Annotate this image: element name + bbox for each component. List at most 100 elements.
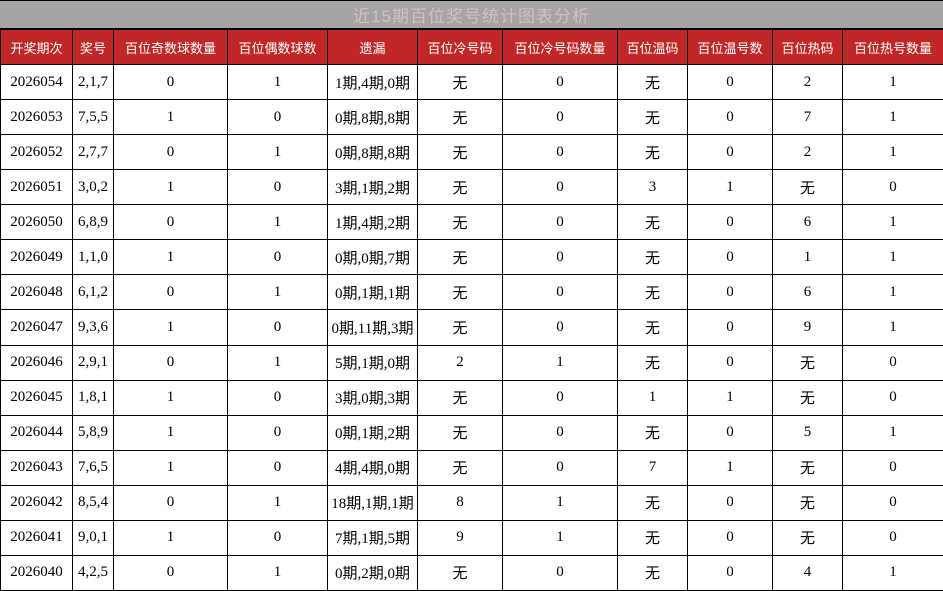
table-cell: 6,1,2 <box>73 275 114 310</box>
table-cell: 无 <box>418 380 503 415</box>
table-cell: 无 <box>618 240 688 275</box>
table-cell: 1 <box>618 380 688 415</box>
table-cell: 无 <box>618 520 688 555</box>
table-cell: 0 <box>503 170 618 205</box>
table-cell: 1 <box>843 100 943 135</box>
table-cell: 0 <box>843 485 943 520</box>
column-header: 奖号 <box>73 30 114 65</box>
table-cell: 1 <box>503 520 618 555</box>
table-cell: 0 <box>228 170 328 205</box>
table-cell: 1 <box>503 345 618 380</box>
header-row: 开奖期次奖号百位奇数球数量百位偶数球数遗漏百位冷号码百位冷号码数量百位温码百位温… <box>1 30 943 65</box>
table-cell: 1 <box>843 415 943 450</box>
table-cell: 0期,1期,1期 <box>328 275 418 310</box>
table-cell: 2026040 <box>1 555 73 590</box>
table-cell: 1,1,0 <box>73 240 114 275</box>
table-cell: 0 <box>688 310 773 345</box>
table-cell: 1 <box>773 240 843 275</box>
table-cell: 5期,1期,0期 <box>328 345 418 380</box>
table-cell: 9 <box>418 520 503 555</box>
table-cell: 无 <box>618 345 688 380</box>
table-cell: 无 <box>773 520 843 555</box>
table-header: 开奖期次奖号百位奇数球数量百位偶数球数遗漏百位冷号码百位冷号码数量百位温码百位温… <box>1 30 943 65</box>
table-cell: 0 <box>114 205 228 240</box>
column-header: 开奖期次 <box>1 30 73 65</box>
table-cell: 8,5,4 <box>73 485 114 520</box>
table-cell: 0 <box>503 135 618 170</box>
table-cell: 0 <box>843 520 943 555</box>
table-cell: 2026050 <box>1 205 73 240</box>
table-cell: 无 <box>618 555 688 590</box>
table-cell: 2026049 <box>1 240 73 275</box>
table-cell: 无 <box>773 485 843 520</box>
table-cell: 0 <box>688 485 773 520</box>
column-header: 百位冷号码数量 <box>503 30 618 65</box>
table-cell: 7 <box>773 100 843 135</box>
table-cell: 0期,11期,3期 <box>328 310 418 345</box>
table-cell: 1 <box>114 240 228 275</box>
table-cell: 0 <box>114 65 228 100</box>
table-cell: 无 <box>418 240 503 275</box>
table-cell: 2,9,1 <box>73 345 114 380</box>
table-cell: 2 <box>418 345 503 380</box>
table-cell: 1 <box>114 415 228 450</box>
table-cell: 0 <box>503 100 618 135</box>
table-cell: 0 <box>503 555 618 590</box>
table-cell: 0 <box>503 380 618 415</box>
table-cell: 2026042 <box>1 485 73 520</box>
table-cell: 7,5,5 <box>73 100 114 135</box>
table-cell: 4期,4期,0期 <box>328 450 418 485</box>
column-header: 百位温码 <box>618 30 688 65</box>
table-cell: 0 <box>503 65 618 100</box>
table-cell: 3期,0期,3期 <box>328 380 418 415</box>
table-cell: 1 <box>228 135 328 170</box>
table-cell: 1 <box>228 275 328 310</box>
table-cell: 2026052 <box>1 135 73 170</box>
table-cell: 1 <box>843 65 943 100</box>
table-cell: 9 <box>773 310 843 345</box>
table-cell: 2026048 <box>1 275 73 310</box>
table-cell: 1 <box>114 310 228 345</box>
table-cell: 无 <box>418 415 503 450</box>
table-cell: 无 <box>618 415 688 450</box>
table-cell: 0 <box>114 485 228 520</box>
table-cell: 1期,4期,0期 <box>328 65 418 100</box>
table-cell: 0 <box>503 415 618 450</box>
table-cell: 1 <box>114 100 228 135</box>
table-cell: 1 <box>843 240 943 275</box>
table-cell: 6 <box>773 275 843 310</box>
table-cell: 5,8,9 <box>73 415 114 450</box>
table-cell: 1 <box>843 555 943 590</box>
stats-table: 开奖期次奖号百位奇数球数量百位偶数球数遗漏百位冷号码百位冷号码数量百位温码百位温… <box>0 29 943 591</box>
table-cell: 8 <box>418 485 503 520</box>
table-cell: 无 <box>618 205 688 240</box>
table-cell: 3,0,2 <box>73 170 114 205</box>
table-cell: 0 <box>503 310 618 345</box>
table-cell: 无 <box>618 275 688 310</box>
table-cell: 3期,1期,2期 <box>328 170 418 205</box>
table-cell: 无 <box>418 100 503 135</box>
table-cell: 0 <box>228 240 328 275</box>
table-cell: 4 <box>773 555 843 590</box>
table-cell: 1 <box>688 450 773 485</box>
table-cell: 无 <box>773 170 843 205</box>
table-cell: 0 <box>688 135 773 170</box>
table-cell: 1 <box>503 485 618 520</box>
table-cell: 2026051 <box>1 170 73 205</box>
table-cell: 3 <box>618 170 688 205</box>
table-cell: 1 <box>843 135 943 170</box>
table-cell: 1 <box>114 380 228 415</box>
table-cell: 1 <box>114 450 228 485</box>
table-cell: 无 <box>618 65 688 100</box>
table-cell: 0期,8期,8期 <box>328 100 418 135</box>
